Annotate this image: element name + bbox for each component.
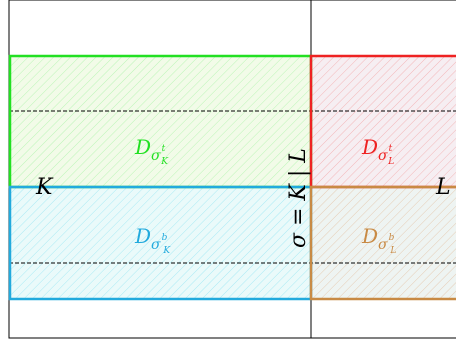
label-l: L xyxy=(435,175,451,200)
label-d-k-bottom: Dσb K xyxy=(134,224,171,256)
region-l-bottom-border xyxy=(309,185,456,301)
region-k-bottom-hatch xyxy=(9,187,311,299)
region-l-bottom-hatch xyxy=(311,187,456,299)
label-sigma: σ = K | L xyxy=(286,148,311,248)
label-d-k-top: Dσt K xyxy=(134,135,169,167)
region-k-top-hatch xyxy=(9,55,311,187)
region-l-top-hatch xyxy=(311,55,456,187)
label-k: K xyxy=(35,175,54,200)
label-d-l-top: Dσt L xyxy=(361,135,394,167)
label-d-l-bottom: Dσb L xyxy=(361,224,396,256)
